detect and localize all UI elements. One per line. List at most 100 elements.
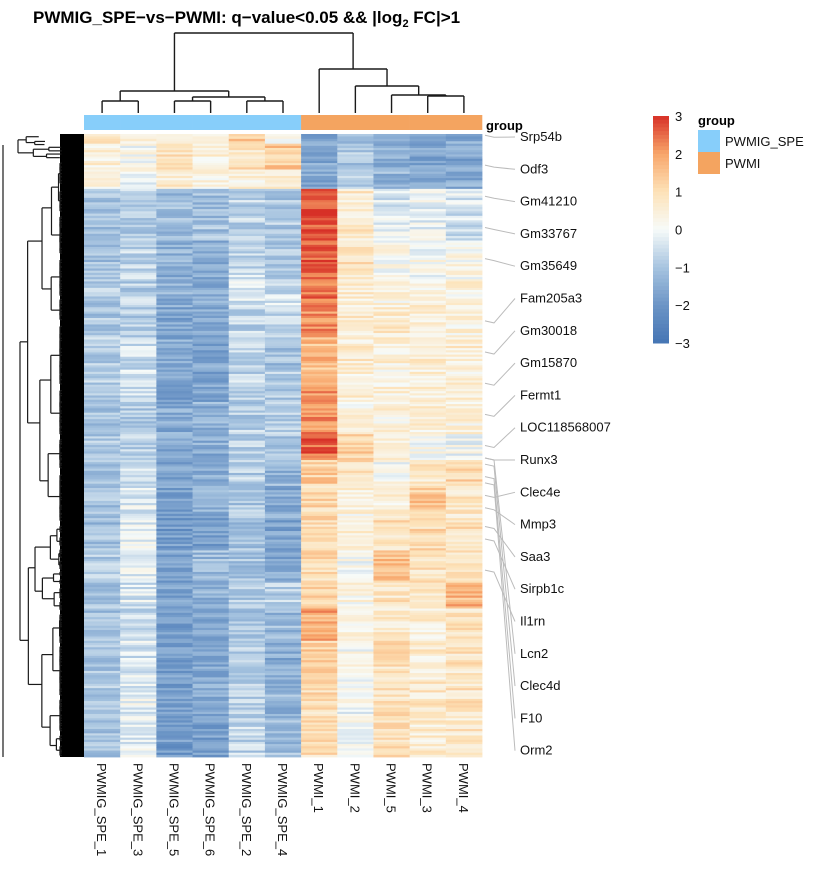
heatmap-cell — [373, 589, 411, 592]
heatmap-cell — [373, 337, 411, 340]
heatmap-cell — [264, 249, 302, 252]
heatmap-cell — [373, 427, 411, 431]
heatmap-cell — [84, 184, 121, 188]
heatmap-cell — [409, 339, 447, 343]
heatmap-cell — [409, 619, 447, 622]
heatmap-cell — [192, 373, 230, 377]
heatmap-cell — [409, 535, 447, 538]
annotation-cell-pwmi — [301, 115, 338, 130]
heatmap-cell — [156, 382, 193, 386]
heatmap-cell — [337, 526, 374, 530]
heatmap-cell — [84, 494, 121, 498]
heatmap-cell — [301, 462, 338, 465]
heatmap-cell — [120, 410, 157, 414]
heatmap-cell — [337, 169, 374, 173]
heatmap-cell — [156, 584, 193, 588]
heatmap-cell — [264, 328, 302, 332]
heatmap-cell — [337, 262, 374, 265]
heatmap-cell — [337, 679, 374, 683]
heatmap-cell — [445, 246, 483, 250]
heatmap-cell — [156, 175, 193, 179]
heatmap-cell — [445, 653, 483, 657]
heatmap-cell — [337, 188, 374, 192]
heatmap-cell — [84, 419, 121, 422]
heatmap-cell — [409, 578, 447, 581]
heatmap-cell — [337, 511, 374, 515]
heatmap-cell — [409, 670, 447, 674]
heatmap-cell — [120, 543, 157, 547]
heatmap-cell — [120, 330, 157, 334]
heatmap-cell — [84, 200, 121, 203]
heatmap-cell — [264, 586, 302, 590]
heatmap-cell — [409, 434, 447, 437]
heatmap-cell — [84, 421, 121, 424]
heatmap-cell — [84, 593, 121, 597]
heatmap-cell — [301, 599, 338, 603]
heatmap-cell — [445, 182, 483, 185]
heatmap-cell — [445, 279, 483, 282]
heatmap-cell — [337, 638, 374, 642]
heatmap-cell — [337, 477, 374, 480]
heatmap-cell — [120, 481, 157, 485]
heatmap-cell — [373, 442, 411, 446]
heatmap-cell — [84, 668, 121, 672]
heatmap-cell — [228, 634, 266, 637]
heatmap-cell — [120, 595, 157, 599]
heatmap-cell — [301, 215, 338, 219]
heatmap-cell — [228, 395, 266, 399]
heatmap-cell — [301, 563, 338, 566]
heatmap-cell — [264, 606, 302, 609]
heatmap-cell — [156, 438, 193, 442]
heatmap-cell — [264, 160, 302, 164]
heatmap-cell — [264, 204, 302, 208]
heatmap-cell — [301, 713, 338, 717]
colorbar-segment — [653, 301, 669, 306]
heatmap-cell — [337, 688, 374, 691]
heatmap-cell — [301, 638, 338, 642]
heatmap-cell — [84, 169, 121, 173]
heatmap-cell — [301, 376, 338, 379]
heatmap-cell — [264, 356, 302, 360]
heatmap-cell — [120, 386, 157, 390]
heatmap-cell — [445, 371, 483, 375]
heatmap-cell — [264, 518, 302, 521]
heatmap-cell — [228, 302, 266, 306]
heatmap-cell — [301, 543, 338, 547]
heatmap-cell — [120, 582, 157, 586]
heatmap-cell — [264, 224, 302, 228]
heatmap-cell — [120, 533, 157, 536]
heatmap-cell — [84, 481, 121, 485]
heatmap-cell — [84, 147, 121, 151]
heatmap-cell — [120, 287, 157, 291]
heatmap-cell — [337, 550, 374, 553]
heatmap-cell — [264, 156, 302, 160]
heatmap-cell — [264, 703, 302, 706]
heatmap-cell — [192, 425, 230, 429]
heatmap-cell — [301, 685, 338, 689]
heatmap-cell — [228, 240, 266, 244]
heatmap-cell — [228, 220, 266, 223]
heatmap-cell — [264, 466, 302, 470]
heatmap-cell — [156, 737, 193, 741]
heatmap-cell — [120, 505, 157, 508]
heatmap-cell — [120, 472, 157, 476]
heatmap-cell — [409, 380, 447, 383]
heatmap-cell — [120, 167, 157, 170]
heatmap-cell — [84, 369, 121, 373]
heatmap-cell — [156, 197, 193, 201]
heatmap-cell — [192, 145, 230, 149]
heatmap-cell — [301, 401, 338, 405]
heatmap-cell — [264, 143, 302, 147]
column-label: PWMIG_SPE_6 — [203, 763, 218, 856]
heatmap-cell — [337, 253, 374, 256]
heatmap-cell — [264, 429, 302, 433]
heatmap-cell — [264, 171, 302, 175]
heatmap-cell — [337, 576, 374, 579]
heatmap-cell — [156, 236, 193, 239]
row-label: Mmp3 — [520, 517, 556, 532]
heatmap-cell — [301, 696, 338, 700]
heatmap-cell — [409, 410, 447, 414]
heatmap-cell — [373, 350, 411, 353]
heatmap-cell — [228, 563, 266, 566]
colorbar-segment — [653, 172, 669, 178]
